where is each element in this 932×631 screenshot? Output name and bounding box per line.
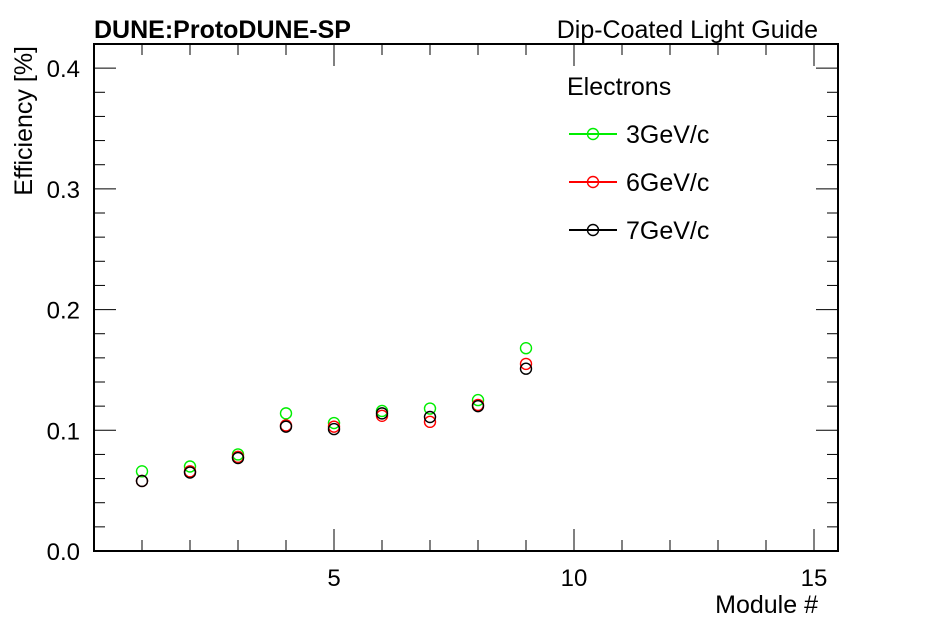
data-point [519, 342, 533, 355]
x-tick-label: 10 [561, 565, 588, 592]
data-point [327, 422, 341, 436]
y-tick-label: 0.4 [47, 56, 80, 83]
data-point [423, 402, 437, 415]
x-tick-label: 5 [327, 565, 340, 592]
legend-marker [586, 223, 600, 237]
header-left-title: DUNE:ProtoDUNE-SP [94, 16, 351, 44]
data-point [423, 410, 437, 424]
legend-marker [586, 175, 600, 189]
legend-title: Electrons [567, 73, 671, 101]
data-point [375, 407, 389, 420]
y-tick-label: 0.3 [47, 177, 80, 204]
data-point [183, 460, 197, 473]
legend: Electrons 3GeV/c 6GeV/c 7GeV/c [567, 73, 709, 245]
data-point [471, 393, 485, 407]
data-point [231, 451, 245, 465]
x-axis-label: Module # [715, 591, 818, 619]
y-tick-label: 0.0 [47, 539, 80, 566]
series-3gev-c [135, 342, 533, 478]
data-point [423, 415, 437, 429]
y-tick-label: 0.1 [47, 418, 80, 445]
legend-entry: 7GeV/c [569, 217, 709, 245]
axis-tick-labels: 5 10 15 0.0 0.1 0.2 0.3 0.4 [47, 56, 828, 592]
data-point [519, 357, 533, 371]
legend-label: 6GeV/c [626, 169, 709, 197]
data-point [519, 362, 533, 375]
legend-entry: 3GeV/c [569, 121, 709, 149]
data-point [183, 466, 197, 479]
x-tick-label: 15 [801, 565, 828, 592]
legend-marker [586, 127, 600, 141]
y-axis-label: Efficiency [%] [10, 46, 38, 196]
y-tick-label: 0.2 [47, 298, 80, 325]
series-7gev-c [135, 362, 533, 488]
data-point [135, 474, 149, 488]
data-points [135, 342, 533, 488]
legend-entry: 6GeV/c [569, 169, 709, 197]
axis-ticks [93, 43, 838, 552]
header-right-title: Dip-Coated Light Guide [557, 16, 818, 44]
legend-label: 7GeV/c [626, 217, 709, 245]
data-point [471, 399, 485, 413]
data-point [135, 465, 149, 478]
data-point [327, 416, 341, 430]
data-point [279, 407, 293, 420]
plot-frame [93, 43, 839, 552]
legend-label: 3GeV/c [626, 121, 709, 149]
data-point [279, 420, 293, 433]
